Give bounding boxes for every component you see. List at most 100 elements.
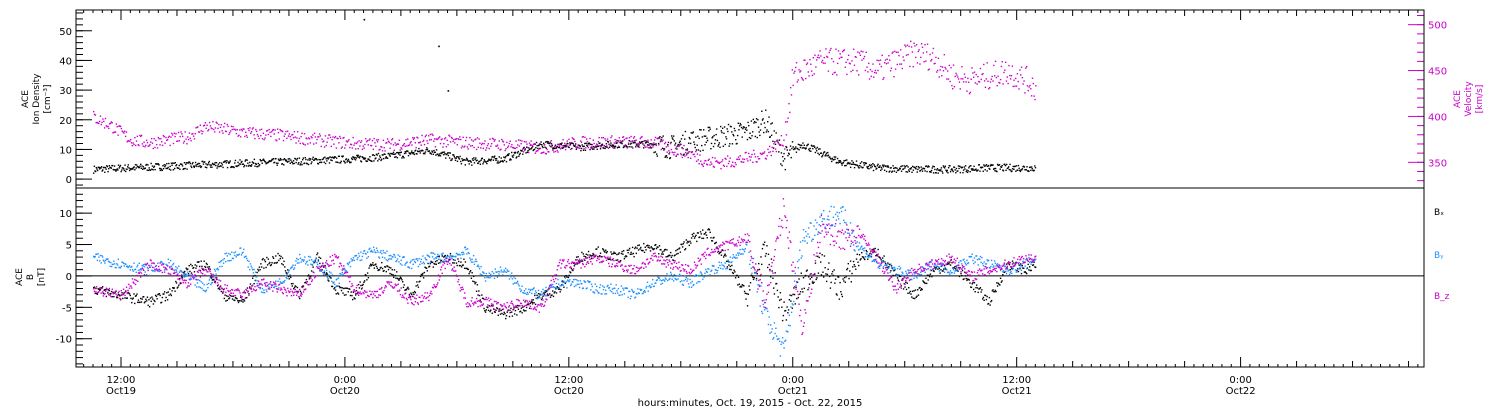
b-point [263,267,265,269]
b-point [701,273,703,276]
b-point [909,290,911,293]
b-point [656,279,658,281]
velocity-point [437,138,439,140]
velocity-point [750,156,752,158]
b-point [678,275,680,277]
velocity-point [988,86,991,89]
b-point [262,291,264,294]
velocity-point [286,130,289,132]
b-point [970,286,973,289]
b-point [437,262,440,264]
b-point [118,294,120,296]
velocity-point [952,64,955,66]
velocity-point [694,155,696,158]
b-point [839,222,841,225]
velocity-point [115,123,118,125]
b-point [726,266,729,268]
velocity-point [118,125,120,127]
density-point [770,123,772,125]
b-point [1007,262,1009,264]
b-point [359,281,361,283]
density-point [885,165,887,167]
density-point [104,171,106,173]
b-point [841,206,844,208]
velocity-point [844,66,846,68]
b-point [405,289,408,291]
velocity-point [508,142,511,145]
b-point [337,277,340,279]
b-point [132,270,134,272]
b-point [204,265,206,268]
density-point [753,120,756,123]
b-point [104,288,106,291]
velocity-point [980,78,982,81]
b-point [316,252,319,254]
b-point [162,293,164,295]
b-point [946,263,949,265]
b-point [707,268,709,270]
b-point [393,254,396,256]
b-point [494,268,496,270]
density-point [687,142,690,144]
b-point [393,276,395,279]
b-point [894,274,897,277]
b-point [566,279,569,282]
b-point [296,257,298,260]
velocity-point [743,158,746,161]
b-point [655,243,657,246]
velocity-point [692,153,694,156]
density-point [517,150,519,153]
velocity-point [1022,83,1024,85]
velocity-point [119,125,122,128]
density-outlier [438,45,440,48]
density-point [890,167,892,169]
velocity-point [364,143,366,146]
b-point [514,277,517,280]
density-point [100,167,102,169]
b-point [501,312,503,315]
density-point [1000,166,1003,168]
density-point [342,155,344,157]
density-point [804,148,807,150]
velocity-point [214,127,217,129]
b-point [676,248,679,251]
b-point [156,268,158,271]
b-point [122,293,125,295]
b-point [208,266,211,268]
velocity-point [796,81,799,83]
b-point [378,257,381,259]
density-point [614,145,617,148]
density-point [446,152,449,154]
velocity-point [763,151,766,153]
b-point [267,258,270,260]
density-point [316,159,318,161]
velocity-point [562,138,564,141]
b-point [761,263,763,266]
density-point [841,164,843,166]
velocity-point [744,152,747,154]
density-point [903,165,905,167]
velocity-point [294,136,296,138]
b-point [216,285,219,287]
density-point [536,144,538,147]
density-point [149,169,152,171]
b-point [282,264,284,266]
b-point [719,267,722,270]
velocity-point [577,144,579,147]
density-point [756,136,758,139]
density-point [712,145,715,148]
b-point [104,259,107,262]
b-point [719,251,721,254]
b-point [538,295,541,297]
density-point [906,171,909,173]
b-point [210,282,213,284]
velocity-point [306,138,308,140]
velocity-point [788,102,790,105]
density-point [696,144,698,146]
b-point [844,281,847,283]
b-point [336,278,338,280]
b-point [612,292,614,294]
density-point [192,165,195,167]
b-point [934,268,937,270]
density-point [769,136,772,138]
